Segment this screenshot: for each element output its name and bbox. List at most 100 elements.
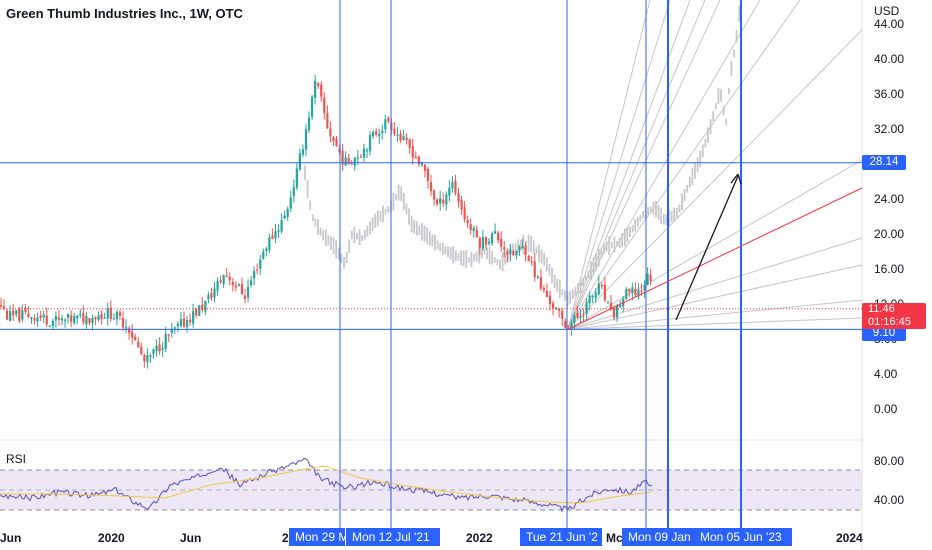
drawings[interactable] [0,0,863,528]
candle-body [277,230,280,232]
ghost-bar [613,236,616,253]
candle-body [237,283,240,286]
candle-body [51,320,54,327]
candle-body [457,193,460,202]
candle-body [317,82,320,86]
candle-body [170,328,173,333]
ghost-bar [314,218,317,227]
candle-body [24,308,27,312]
ghost-bar [512,243,514,256]
candle-body [213,288,216,298]
candle-body [329,128,332,137]
candle-body [451,182,454,189]
candle-body [18,308,21,322]
candle-body [222,275,225,285]
candle-body [393,128,396,135]
ghost-bar [473,254,475,262]
vline-date-tag[interactable]: Tue 21 Jun '2 [520,528,602,546]
ghost-bar [436,240,439,250]
candle-body [134,336,137,341]
fan-line [567,0,761,330]
fan-line [567,159,863,330]
candle-body [341,150,344,165]
ghost-bar [527,234,530,252]
ghost-bar [374,213,377,228]
ghost-bar [566,291,569,307]
vline-date-tag[interactable]: Mon 09 Jan [622,528,694,546]
ghost-bar [626,226,629,243]
ghost-bar [413,219,416,234]
candle-body [311,96,314,117]
ghost-bar [600,247,603,259]
y-tick: 32.00 [874,122,905,136]
x-tick: 2024 [836,531,863,545]
candle-body [79,313,82,316]
candle-body [173,327,176,329]
vline-date-tag[interactable]: Mon 29 M [289,528,345,546]
ghost-bar [683,188,686,202]
vline-date-tag[interactable]: Mon 05 Jun '23 [694,528,792,546]
candle-body [619,305,622,308]
ghost-bar [660,207,663,225]
candle-body [433,190,436,200]
ghost-bar [371,217,374,231]
candle-body [524,246,527,255]
ghost-bar [395,194,397,201]
candle-body [445,194,448,205]
candle-body [576,313,579,318]
candle-body [558,309,561,311]
y-tick: 4.00 [874,367,898,381]
candle-body [201,304,204,310]
candle-body [326,113,329,129]
ghost-bar [379,210,382,222]
candle-body [600,285,603,287]
candle-body [100,313,103,320]
candle-body [353,157,356,166]
ghost-bar [517,239,520,253]
ghost-bar [608,236,611,256]
candle-body [539,276,542,289]
candle-body [487,241,491,244]
ghost-bar [311,214,314,222]
candle-body [76,315,79,319]
rsi-tick: 40.00 [874,493,905,507]
candle-body [280,220,283,232]
ghost-bar [319,227,322,236]
candle-body [195,309,198,316]
ghost-bar [574,286,577,297]
candle-body [85,315,88,325]
vline-date-tag[interactable]: Mon 12 Jul '21 [346,528,440,546]
ghost-bar [699,150,702,168]
ghost-bar [356,232,358,240]
y-tick: 44.00 [874,17,905,31]
x-tick: Mc [606,531,623,545]
candle-body [548,295,552,305]
candle-body [301,149,305,155]
candle-body [625,289,628,300]
ghost-bar [400,186,403,201]
ghost-bar [332,237,335,255]
candle-body [582,314,585,316]
candle-body [265,248,268,252]
ghost-bar [363,229,366,240]
candle-body [231,282,234,286]
candle-body [33,318,36,321]
candle-body [612,307,616,318]
candle-body [375,131,378,135]
candle-body [27,313,30,317]
ghost-bar [720,89,722,102]
ghost-bar [408,208,410,225]
candle-body [283,215,286,219]
candle-body [112,318,115,320]
fan-line [567,0,721,330]
candle-body [146,354,149,363]
candle-body [637,290,640,297]
candle-body [137,341,140,348]
ghost-bar [639,215,642,222]
candle-body [314,80,317,98]
ghost-bar [616,240,618,247]
candle-body [304,129,308,150]
candle-body [106,308,109,319]
